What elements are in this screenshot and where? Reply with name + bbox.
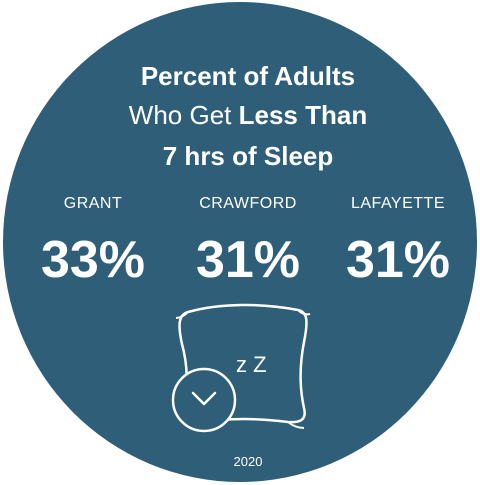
title-line-2: Who Get Less Than (3, 98, 480, 132)
percent-value-crawford: 31% (195, 231, 301, 289)
title-line-2-regular: Who Get (128, 100, 239, 130)
pillow-clock-icon: z Z (171, 303, 311, 433)
stat-crawford: CRAWFORD 31% (168, 194, 328, 290)
percent-value-grant: 33% (40, 231, 146, 289)
county-label-grant: GRANT (63, 195, 123, 212)
infographic-circle: Percent of Adults Who Get Less Than 7 hr… (3, 2, 477, 482)
clock-icon (171, 367, 237, 433)
stat-lafayette: LAFAYETTE 31% (318, 194, 478, 290)
year-label: 2020 (233, 454, 263, 469)
stat-grant: GRANT 33% (13, 194, 173, 290)
county-label-crawford: CRAWFORD (199, 195, 297, 212)
title-line-3: 7 hrs of Sleep (162, 141, 334, 171)
percent-value-lafayette: 31% (345, 231, 451, 289)
county-label-lafayette: LAFAYETTE (350, 195, 445, 212)
title-line-2-bold: Less Than (238, 100, 368, 130)
zzz-icon: z Z (236, 352, 267, 377)
title-line-1: Percent of Adults (140, 61, 356, 91)
